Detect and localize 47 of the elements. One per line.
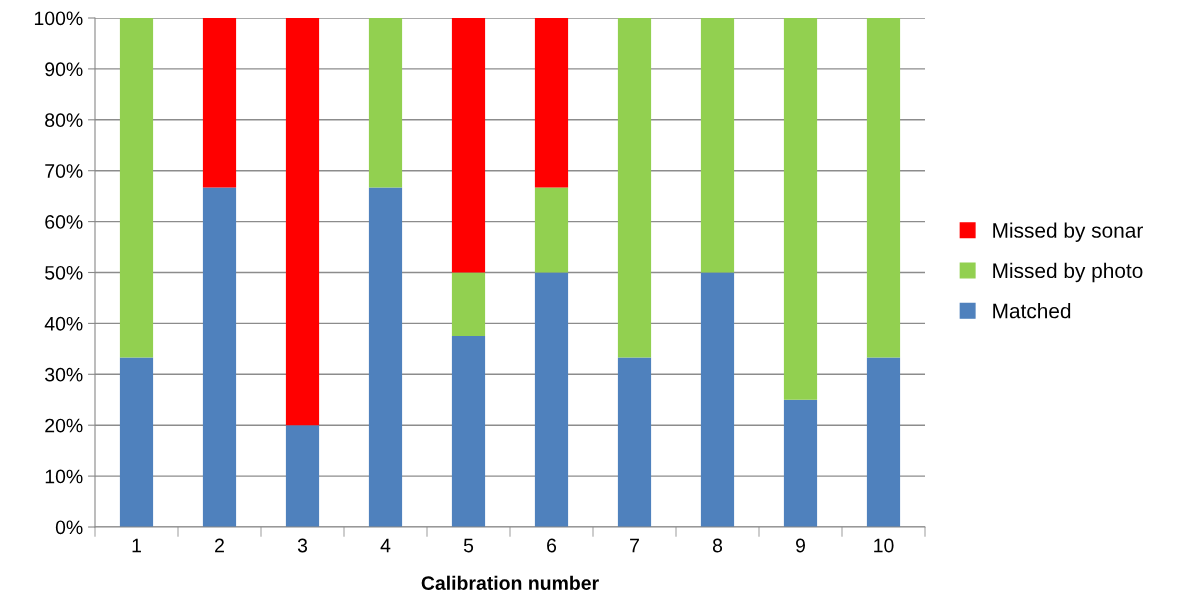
y-tick-label: 50% xyxy=(45,265,83,280)
bar xyxy=(783,399,818,527)
bar xyxy=(700,18,735,273)
bar xyxy=(285,18,320,426)
bar xyxy=(700,272,735,527)
bar xyxy=(866,357,901,527)
x-tick-label: 4 xyxy=(380,538,391,553)
bar xyxy=(119,357,154,527)
x-axis-title: Calibration number xyxy=(421,575,599,590)
y-tick-label: 30% xyxy=(45,367,83,382)
bar xyxy=(617,18,652,358)
bar xyxy=(119,18,154,358)
bar xyxy=(451,272,486,337)
x-tick-label: 5 xyxy=(463,538,474,553)
bar xyxy=(202,187,237,527)
x-tick-label: 2 xyxy=(215,538,224,553)
legend-label: Missed by sonar xyxy=(993,222,1143,242)
bar xyxy=(202,18,237,188)
bar xyxy=(368,187,403,527)
bar xyxy=(617,357,652,527)
x-tick-label: 7 xyxy=(630,538,639,553)
y-tick-label: 40% xyxy=(44,316,83,331)
x-tick-label: 8 xyxy=(712,538,723,553)
x-tick-label: 10 xyxy=(874,538,894,553)
legend-label: Missed by photo xyxy=(993,262,1143,283)
y-tick-label: 80% xyxy=(45,113,83,128)
bar xyxy=(451,18,486,273)
y-tick-label: 10% xyxy=(45,469,83,484)
y-tick-label: 20% xyxy=(45,418,83,433)
bar xyxy=(285,425,320,527)
y-tick-label: 100% xyxy=(34,11,83,26)
bar xyxy=(451,336,486,527)
y-tick-label: 90% xyxy=(45,62,83,77)
x-tick-label: 1 xyxy=(132,538,141,553)
x-tick-label: 6 xyxy=(547,538,557,553)
bar xyxy=(368,18,403,188)
x-tick-label: 9 xyxy=(796,538,805,553)
y-tick-label: 0% xyxy=(55,520,83,535)
bar xyxy=(534,18,569,188)
bar xyxy=(866,18,901,358)
legend-label: Matched xyxy=(993,303,1071,319)
bar xyxy=(783,18,818,400)
bar xyxy=(534,187,569,273)
bar xyxy=(534,272,569,527)
x-tick-label: 3 xyxy=(297,538,308,553)
y-tick-label: 60% xyxy=(45,215,83,229)
y-tick-label: 70% xyxy=(45,164,83,178)
